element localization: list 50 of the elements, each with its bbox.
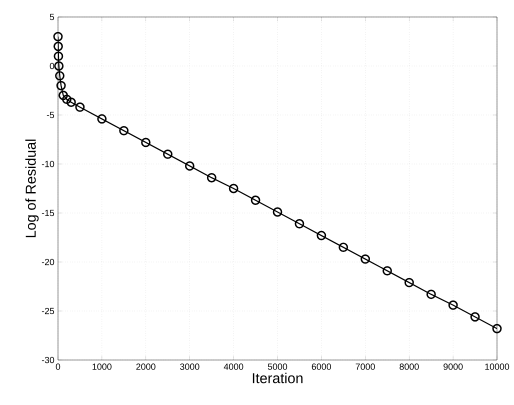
point [470, 312, 480, 322]
point [272, 207, 282, 217]
point [228, 184, 238, 194]
point [53, 32, 63, 42]
x-tick-label: 6000 [312, 364, 332, 370]
y-tick-label: -30 [42, 356, 54, 364]
point [55, 71, 64, 81]
y-axis-title: Log of Residual [25, 140, 39, 238]
point [206, 172, 216, 182]
x-tick-label: 8000 [400, 364, 419, 370]
x-tick-label: 9000 [444, 364, 463, 370]
point [141, 138, 151, 148]
point [426, 290, 436, 300]
point [404, 278, 414, 288]
x-tick-label: 4000 [224, 364, 244, 370]
point [75, 102, 85, 112]
point [294, 219, 304, 229]
point [54, 51, 64, 61]
y-tick-label: 0 [50, 62, 54, 70]
point [119, 126, 129, 136]
point [338, 242, 348, 252]
x-tick-label: 0 [56, 364, 60, 370]
point [492, 324, 502, 334]
point [53, 42, 63, 52]
point [58, 90, 68, 100]
point [97, 114, 107, 124]
point [448, 300, 458, 310]
y-tick-label: -25 [42, 308, 54, 314]
x-tick-label: 7000 [356, 364, 375, 370]
y-tick-label: -20 [42, 258, 54, 266]
x-axis-title: Iteration [252, 372, 302, 384]
y-tick-label: -10 [42, 160, 54, 168]
y-tick-label: -5 [46, 112, 54, 118]
point [184, 161, 194, 171]
x-tick-label: 5000 [268, 364, 288, 370]
x-tick-label: 1000 [92, 364, 112, 370]
point [56, 80, 66, 90]
point [316, 230, 326, 240]
point [250, 196, 260, 205]
y-tick-label: 5 [50, 14, 54, 20]
point [382, 266, 392, 276]
point [62, 94, 72, 104]
point [360, 254, 370, 264]
point [66, 98, 76, 107]
y-tick-label: -15 [42, 210, 54, 216]
x-tick-label: 3000 [180, 364, 200, 370]
point [163, 149, 172, 159]
x-tick-label: 2000 [136, 364, 156, 370]
point [54, 61, 64, 71]
x-tick-label: 10000 [485, 364, 510, 370]
